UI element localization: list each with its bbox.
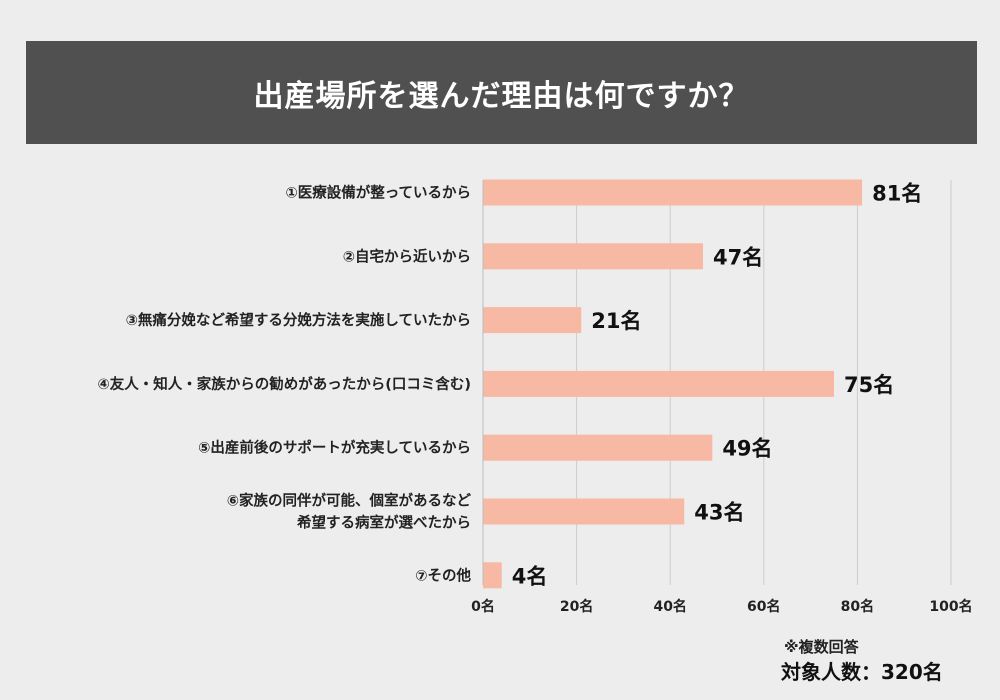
x-tick-label: 80名 [841, 598, 874, 615]
value-label: 47名 [713, 245, 763, 269]
category-label: ⑦その他 [415, 566, 471, 584]
bar-6 [483, 498, 685, 525]
category-label: 希望する病室が選べたから [297, 514, 471, 532]
x-tick-label: 40名 [653, 598, 686, 615]
value-label: 4名 [512, 564, 548, 588]
bar-3 [483, 307, 582, 334]
bar-5 [483, 434, 713, 461]
value-label: 21名 [591, 309, 641, 333]
bar-1 [483, 179, 863, 206]
category-label: ①医療設備が整っているから [285, 184, 471, 202]
value-label: 75名 [844, 373, 894, 397]
bar-2 [483, 243, 703, 270]
x-tick-label: 100名 [929, 598, 972, 615]
x-tick-label: 0名 [471, 598, 495, 615]
respondent-count: 対象人数：320名 [781, 660, 943, 684]
value-label: 81名 [872, 182, 922, 206]
value-label: 43名 [694, 501, 744, 525]
value-label: 49名 [722, 437, 772, 461]
category-label: ⑤出産前後のサポートが充実しているから [198, 439, 471, 457]
chart-title: 出産場所を選んだ理由は何ですか？ [253, 78, 750, 114]
category-label: ⑥家族の同伴が可能、個室があるなど [227, 492, 472, 510]
category-label: ④友人・知人・家族からの勧めがあったから(口コミ含む) [97, 375, 471, 393]
title-bar: 出産場所を選んだ理由は何ですか？ [26, 41, 977, 144]
x-tick-label: 60名 [747, 598, 780, 615]
multiple-answer-note: ※複数回答 [784, 638, 859, 656]
bar-4 [483, 370, 834, 397]
category-label: ③無痛分娩など希望する分娩方法を実施していたから [126, 311, 471, 329]
bar-7 [483, 562, 502, 589]
category-label: ②自宅から近いから [343, 247, 471, 265]
x-tick-label: 20名 [560, 598, 593, 615]
